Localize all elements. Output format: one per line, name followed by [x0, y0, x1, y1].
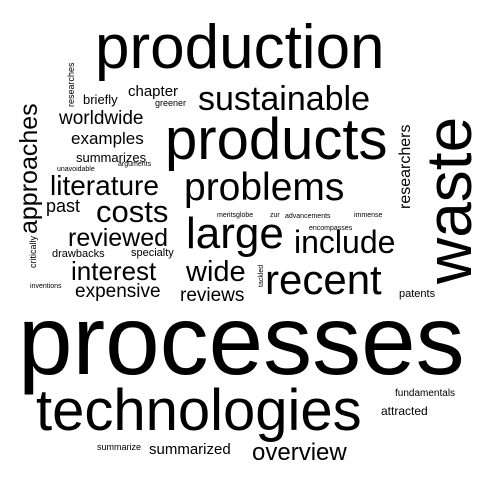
word-tackled: tackled — [258, 264, 265, 287]
word-drawbacks: drawbacks — [52, 248, 105, 260]
word-problems: problems — [184, 166, 345, 209]
word-arguments: arguments — [118, 161, 152, 168]
word-technologies: technologies — [36, 378, 362, 443]
word-past: past — [46, 196, 81, 216]
word-expensive: expensive — [75, 281, 161, 302]
word-waste: waste — [413, 116, 480, 284]
word-briefly: briefly — [83, 92, 118, 107]
word-inventions: inventions — [30, 283, 62, 290]
word-products: products — [165, 107, 388, 172]
word-include: include — [294, 224, 396, 260]
word-attracted: attracted — [381, 404, 428, 418]
word-greener: greener — [155, 98, 187, 108]
word-summarized: summarized — [149, 441, 231, 458]
word-researchers: researchers — [397, 124, 414, 209]
word-zur: zur — [270, 212, 280, 219]
word-approaches: approaches — [15, 103, 43, 234]
word-recent: recent — [265, 256, 382, 303]
word-costs: costs — [96, 194, 169, 229]
word-encompasses: encompasses — [309, 225, 353, 232]
word-critically: critically — [28, 235, 38, 268]
word-immense: immense — [354, 212, 383, 219]
word-wide: wide — [186, 256, 246, 288]
word-sustainable: sustainable — [198, 80, 371, 118]
word-specialty: specialty — [131, 247, 174, 259]
word-processes: processes — [18, 285, 465, 395]
word-fundamentals: fundamentals — [395, 388, 456, 399]
word-examples: examples — [71, 129, 144, 148]
word-unavoidable: unavoidable — [57, 166, 95, 173]
word-summarizes: summarizes — [76, 150, 147, 165]
word-researches: researches — [66, 62, 76, 107]
word-meritsglobe: meritsglobe — [217, 212, 254, 219]
word-overview: overview — [252, 439, 347, 466]
word-reviewed: reviewed — [68, 224, 169, 252]
word-advancements: advancements — [285, 213, 331, 220]
word-summarize: summarize — [97, 442, 142, 452]
word-chapter: chapter — [128, 83, 179, 100]
word-large: large — [186, 209, 284, 258]
word-worldwide: worldwide — [59, 108, 144, 129]
word-reviews: reviews — [180, 285, 245, 306]
word-literature: literature — [50, 170, 159, 201]
word-production: production — [95, 13, 385, 82]
word-patents: patents — [399, 288, 436, 300]
word-interest: interest — [71, 256, 157, 286]
